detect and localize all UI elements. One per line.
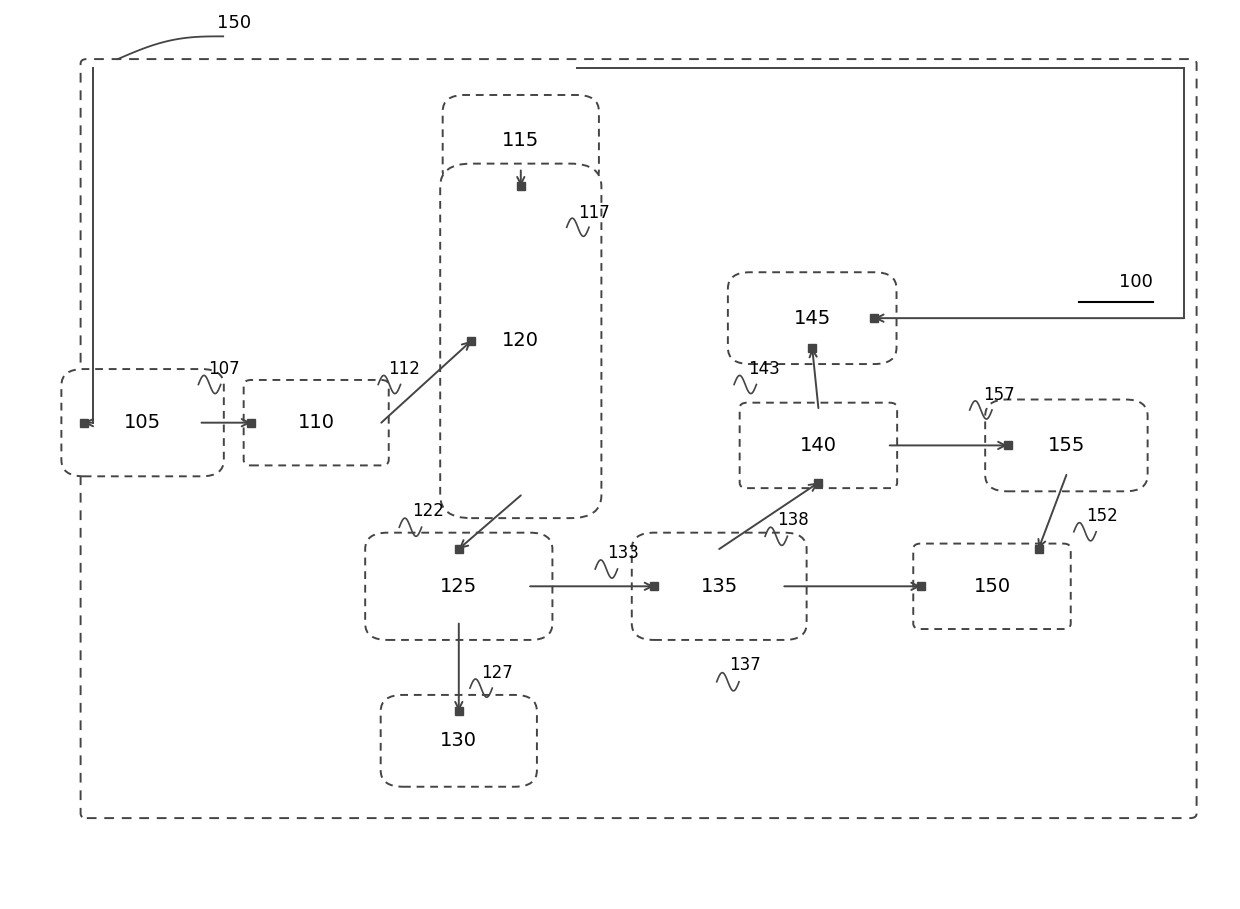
Text: 110: 110 — [298, 414, 335, 432]
FancyBboxPatch shape — [243, 380, 389, 465]
Text: 112: 112 — [388, 360, 420, 378]
Text: 117: 117 — [578, 204, 610, 222]
Text: 140: 140 — [800, 436, 837, 454]
Text: 150: 150 — [973, 577, 1011, 595]
FancyBboxPatch shape — [443, 95, 599, 187]
Text: 107: 107 — [208, 360, 241, 378]
Text: 122: 122 — [412, 502, 444, 520]
Text: 133: 133 — [608, 544, 640, 562]
Text: 143: 143 — [748, 360, 780, 378]
Text: 120: 120 — [502, 332, 539, 350]
Text: 135: 135 — [701, 577, 738, 595]
Text: 105: 105 — [124, 414, 161, 432]
Text: 157: 157 — [983, 385, 1016, 404]
Text: 125: 125 — [440, 577, 477, 595]
Text: 137: 137 — [729, 656, 761, 674]
FancyBboxPatch shape — [381, 694, 537, 786]
FancyBboxPatch shape — [440, 164, 601, 518]
Text: 155: 155 — [1048, 436, 1085, 454]
Text: 145: 145 — [794, 309, 831, 327]
FancyBboxPatch shape — [365, 533, 552, 640]
FancyBboxPatch shape — [728, 273, 897, 364]
FancyBboxPatch shape — [631, 533, 806, 640]
Text: 100: 100 — [1120, 273, 1153, 291]
Text: 127: 127 — [481, 664, 513, 682]
Text: 150: 150 — [217, 14, 252, 32]
Text: 130: 130 — [440, 732, 477, 750]
Text: 115: 115 — [502, 132, 539, 150]
FancyBboxPatch shape — [985, 400, 1147, 491]
Text: 138: 138 — [777, 511, 810, 529]
Text: 152: 152 — [1086, 507, 1118, 525]
FancyBboxPatch shape — [913, 544, 1071, 629]
FancyBboxPatch shape — [62, 369, 223, 476]
FancyBboxPatch shape — [739, 403, 898, 488]
